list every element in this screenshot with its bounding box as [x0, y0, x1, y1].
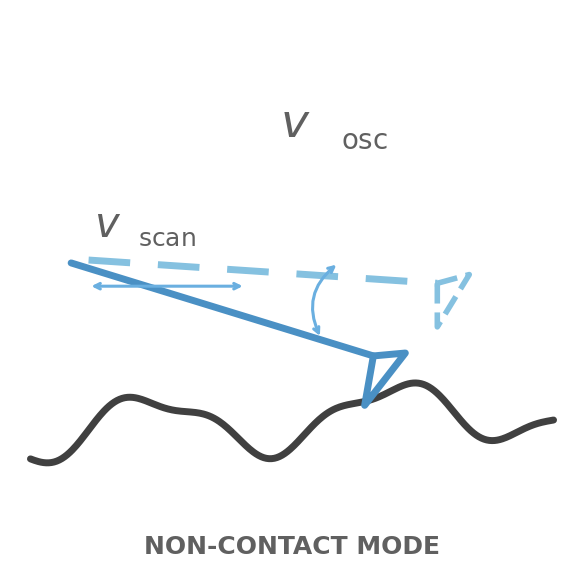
Text: NON-CONTACT MODE: NON-CONTACT MODE — [144, 536, 440, 559]
Text: $\mathregular{osc}$: $\mathregular{osc}$ — [342, 127, 388, 155]
Text: $\mathit{v}$: $\mathit{v}$ — [95, 203, 121, 245]
Text: $\mathregular{scan}$: $\mathregular{scan}$ — [138, 227, 196, 251]
Text: $\mathit{v}$: $\mathit{v}$ — [280, 102, 311, 147]
